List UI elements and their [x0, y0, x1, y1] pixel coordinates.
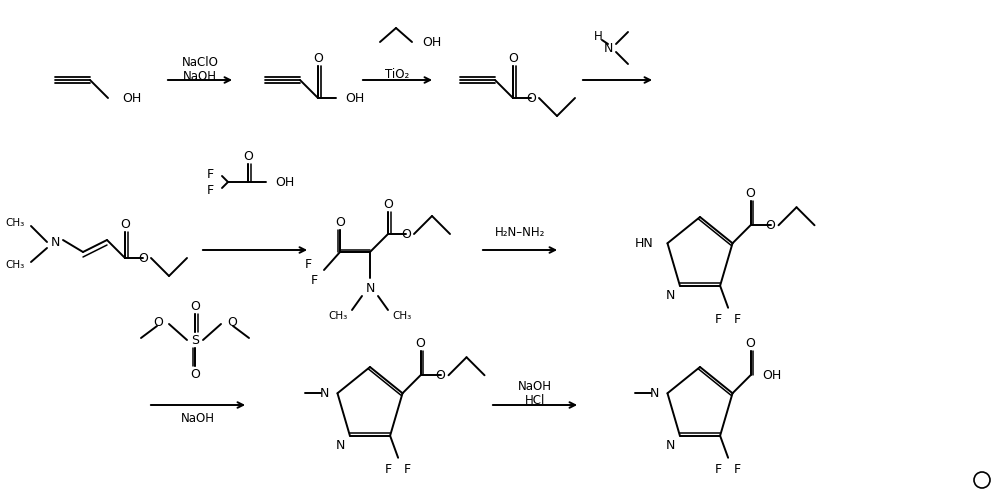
Text: F: F	[305, 257, 312, 270]
Text: NaOH: NaOH	[183, 69, 217, 82]
Text: F: F	[715, 463, 722, 476]
Text: O: O	[766, 219, 775, 232]
Text: TiO₂: TiO₂	[385, 67, 409, 80]
Text: F: F	[734, 463, 741, 476]
Text: NaOH: NaOH	[181, 413, 215, 426]
Text: F: F	[734, 313, 741, 326]
Text: CH₃: CH₃	[329, 311, 348, 321]
Text: N: N	[603, 41, 613, 54]
Text: N: N	[336, 439, 345, 452]
Text: CH₃: CH₃	[392, 311, 411, 321]
Text: N: N	[365, 281, 375, 294]
Text: O: O	[416, 337, 425, 350]
Text: F: F	[207, 184, 214, 197]
Text: O: O	[227, 315, 237, 328]
Text: F: F	[207, 168, 214, 181]
Text: N: N	[650, 387, 659, 400]
Text: F: F	[311, 273, 318, 286]
Text: N: N	[320, 387, 329, 400]
Text: O: O	[508, 51, 518, 64]
Text: O: O	[153, 315, 163, 328]
Text: OH: OH	[763, 369, 782, 382]
Text: N: N	[50, 236, 60, 249]
Text: CH₃: CH₃	[6, 260, 25, 270]
Text: O: O	[436, 369, 445, 382]
Text: O: O	[335, 216, 345, 229]
Text: OH: OH	[422, 35, 441, 48]
Text: O: O	[401, 228, 411, 241]
Text: O: O	[746, 187, 755, 200]
Text: OH: OH	[345, 91, 364, 104]
Text: O: O	[383, 198, 393, 211]
Text: S: S	[191, 333, 199, 346]
Text: CH₃: CH₃	[6, 218, 25, 228]
Text: O: O	[746, 337, 755, 350]
Text: HCl: HCl	[525, 395, 545, 408]
Text: O: O	[313, 51, 323, 64]
Text: OH: OH	[122, 91, 141, 104]
Text: O: O	[190, 367, 200, 381]
Text: NaOH: NaOH	[518, 381, 552, 394]
Text: N: N	[666, 289, 675, 302]
Text: F: F	[385, 463, 392, 476]
Text: NaClO: NaClO	[182, 55, 218, 68]
Text: H₂N–NH₂: H₂N–NH₂	[495, 226, 545, 239]
Text: F: F	[715, 313, 722, 326]
Text: OH: OH	[275, 176, 294, 189]
Text: O: O	[526, 91, 536, 104]
Text: O: O	[120, 218, 130, 231]
Text: H: H	[594, 29, 602, 42]
Text: O: O	[243, 150, 253, 163]
Text: O: O	[138, 251, 148, 264]
Text: N: N	[666, 439, 675, 452]
Text: O: O	[190, 299, 200, 312]
Text: F: F	[404, 463, 411, 476]
Text: HN: HN	[635, 237, 653, 250]
